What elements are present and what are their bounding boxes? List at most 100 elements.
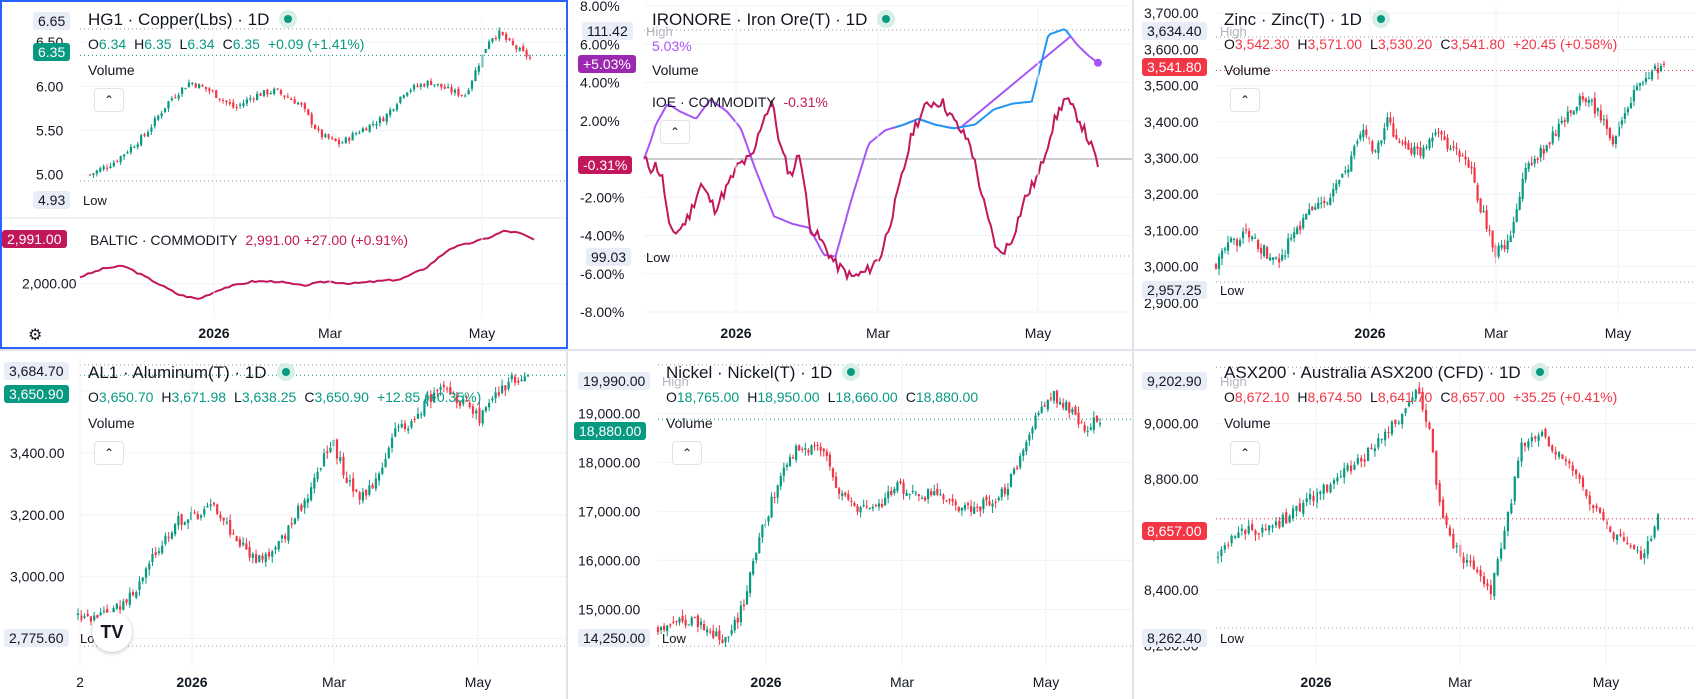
candle-body <box>764 524 767 526</box>
candle-body <box>407 428 410 431</box>
chevron-up-icon: ⌃ <box>1239 446 1251 460</box>
candle-body <box>742 604 746 606</box>
candle-body <box>672 621 675 623</box>
y-tick-label: 3,100.00 <box>1144 222 1199 238</box>
candle-body <box>973 507 976 514</box>
panel-title[interactable]: HG1 · Copper(Lbs) · 1D <box>88 10 298 30</box>
candle-body <box>322 453 326 466</box>
panel-title[interactable]: ASX200 · Australia ASX200 (CFD) · 1D <box>1224 363 1549 383</box>
ohlc-value: 6.34 <box>187 36 215 52</box>
tradingview-logo[interactable]: TV <box>92 612 132 652</box>
candle-body <box>153 118 156 127</box>
x-tick-label: May <box>465 674 491 690</box>
panel-title[interactable]: AL1 · Aluminum(T) · 1D <box>88 363 295 383</box>
symbol-title[interactable]: IRONORE · Iron Ore(T) · 1D <box>652 10 868 29</box>
y-tick-label: 4.00% <box>580 75 620 91</box>
candle-body <box>1374 150 1377 152</box>
collapse-legend-button[interactable]: ⌃ <box>672 441 702 465</box>
candle-body <box>1370 447 1373 450</box>
ohlc-value: 3,671.98 <box>171 389 227 405</box>
candle-body <box>267 552 271 557</box>
panel-title[interactable]: Zinc · Zinc(T) · 1D <box>1224 10 1390 30</box>
candle-body <box>319 468 322 470</box>
candle-body <box>95 170 98 174</box>
chart-panel-ironore[interactable]: 8.00% 6.00% 4.00% 2.00% -2.00% -4.00% -6.00% -8… <box>568 0 1134 349</box>
ioe-line <box>643 97 1099 282</box>
chart-panel-nickel[interactable]: 19,000.00 18,000.00 17,000.00 16,000.00 15,0… <box>568 351 1134 699</box>
ohlc-key: H <box>1297 389 1308 405</box>
high-price-tag: 6.65 <box>33 12 71 30</box>
ironore-chart-svg[interactable]: 8.00% 6.00% 4.00% 2.00% -2.00% -4.00% -6.00% -8… <box>568 0 1134 349</box>
candle-body <box>850 500 853 502</box>
gear-icon[interactable]: ⚙ <box>28 327 43 344</box>
candle-body <box>1071 409 1074 413</box>
candle-body <box>927 488 930 500</box>
candle-body <box>475 410 478 414</box>
candle-body <box>1077 412 1080 425</box>
chart-panel-asx200[interactable]: 9,000.008,800.008,600.008,400.008,200.00… <box>1134 351 1696 699</box>
chevron-up-icon: ⌃ <box>669 125 681 139</box>
market-open-dot-icon <box>1371 10 1390 28</box>
panel-title[interactable]: IRONORE · Iron Ore(T) · 1D <box>652 10 896 30</box>
symbol-title[interactable]: HG1 · Copper(Lbs) · 1D <box>88 10 270 29</box>
candle-body <box>1571 465 1574 471</box>
symbol-title[interactable]: ASX200 · Australia ASX200 (CFD) · 1D <box>1224 363 1521 382</box>
candle-body <box>1394 419 1397 424</box>
candle-body <box>290 98 293 100</box>
candle-body <box>150 127 153 132</box>
candle-body <box>1527 441 1530 448</box>
candle-body <box>718 630 721 640</box>
candle-body <box>1315 492 1319 503</box>
candle-body <box>1581 477 1585 488</box>
candle-body <box>445 388 449 390</box>
candle-body <box>377 473 381 481</box>
collapse-legend-button[interactable]: ⌃ <box>660 120 690 144</box>
collapse-legend-button[interactable]: ⌃ <box>94 88 124 112</box>
nickel-chart-svg[interactable]: 19,000.00 18,000.00 17,000.00 16,000.00 15,0… <box>568 351 1134 699</box>
candle-body <box>1216 556 1220 558</box>
y-tick-label: -4.00% <box>580 228 624 244</box>
candle-body <box>1034 415 1037 429</box>
candle-body <box>254 554 258 563</box>
candle-body <box>1302 217 1305 228</box>
candle-body <box>501 385 504 394</box>
candle-body <box>1485 210 1488 230</box>
y-tick-label: 16,000.00 <box>578 552 640 568</box>
chart-panel-zinc[interactable]: 3,700.00 3,600.00 3,500.00 3,400.00 3,300.00… <box>1134 0 1696 349</box>
last-value-dot <box>1094 58 1102 67</box>
candle-body <box>177 95 180 99</box>
collapse-legend-button[interactable]: ⌃ <box>94 441 124 465</box>
symbol-title[interactable]: Zinc · Zinc(T) · 1D <box>1224 10 1362 29</box>
candle-body <box>831 468 835 478</box>
collapse-legend-button[interactable]: ⌃ <box>1230 441 1260 465</box>
zinc-chart-svg[interactable]: 3,700.00 3,600.00 3,500.00 3,400.00 3,300.00… <box>1134 0 1696 349</box>
candle-body <box>1272 257 1275 260</box>
candle-body <box>1264 528 1267 530</box>
candle-body <box>374 478 377 489</box>
ohlc-value: 3,530.20 <box>1377 36 1433 52</box>
candle-body <box>1098 423 1102 425</box>
candle-body <box>856 505 859 512</box>
candle-body <box>326 451 329 453</box>
volume-label: Volume <box>88 62 135 78</box>
candle-body <box>880 504 884 507</box>
ironore-line-segment <box>894 28 1072 130</box>
ohlc-item: O3,650.70 <box>88 389 153 405</box>
candle-body <box>1614 135 1617 145</box>
ohlc-key: H <box>161 389 172 405</box>
symbol-title[interactable]: Nickel · Nickel(T) · 1D <box>666 363 833 382</box>
candle-body <box>160 113 163 117</box>
collapse-legend-button[interactable]: ⌃ <box>1230 88 1260 112</box>
compare-legend-value: -0.31% <box>783 94 828 110</box>
candle-body <box>1617 126 1620 136</box>
panel-divider-horizontal[interactable] <box>0 349 1696 351</box>
candle-body <box>1012 468 1016 474</box>
symbol-title[interactable]: AL1 · Aluminum(T) · 1D <box>88 363 267 382</box>
candle-body <box>522 46 525 52</box>
ohlc-value: 3,542.30 <box>1234 36 1290 52</box>
chart-panel-al1[interactable]: 3,600.003,400.003,200.003,000.002,800.00… <box>0 351 566 699</box>
panel-title[interactable]: Nickel · Nickel(T) · 1D <box>666 363 861 383</box>
candle-body <box>119 156 122 163</box>
